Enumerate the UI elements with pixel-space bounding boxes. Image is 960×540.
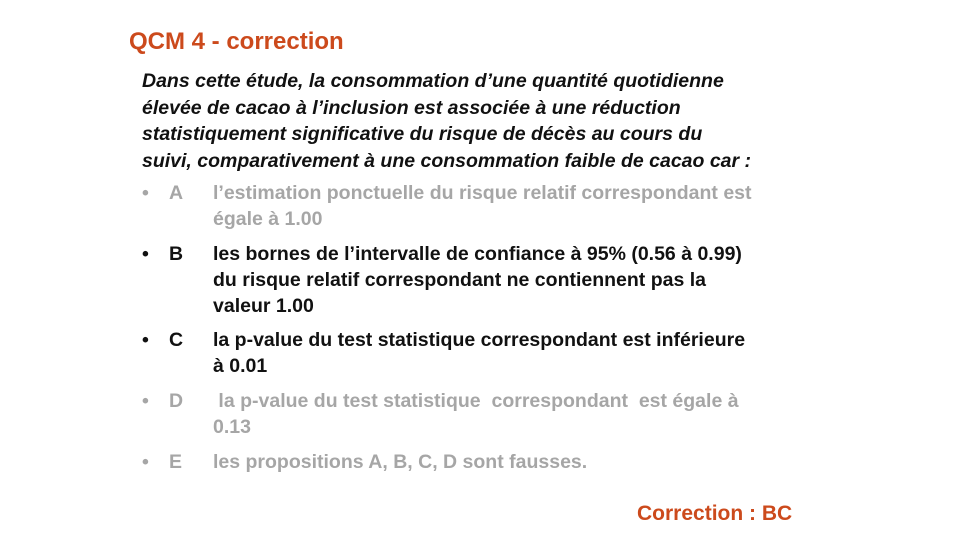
question-line: suivi, comparativement à une consommatio…	[142, 149, 752, 172]
question-line: Dans cette étude, la consommation d’une …	[142, 70, 724, 92]
option-letter: B	[169, 243, 184, 265]
question-line: élevée de cacao à l’inclusion est associ…	[142, 96, 681, 119]
option-c: • C la p-value du test statistique corre…	[142, 327, 842, 379]
bullet-icon: •	[142, 390, 149, 412]
option-line: à 0.01	[213, 355, 268, 377]
option-text: l’estimation ponctuelle du risque relati…	[213, 180, 842, 232]
question-line: statistiquement significative du risque …	[142, 123, 703, 145]
option-d: • D la p-value du test statistique corre…	[142, 388, 842, 440]
option-line: 0.13	[213, 416, 251, 438]
correction-answer: Correction : BC	[637, 502, 793, 525]
option-letter: A	[169, 182, 184, 204]
option-line: les bornes de l’intervalle de confiance …	[213, 243, 742, 265]
option-line: valeur 1.00	[213, 295, 314, 317]
option-text: les bornes de l’intervalle de confiance …	[213, 241, 842, 319]
option-line: la p-value du test statistique correspon…	[213, 329, 746, 351]
option-letter: C	[169, 329, 184, 351]
answer-options: • A l’estimation ponctuelle du risque re…	[142, 180, 842, 475]
option-text: les propositions A, B, C, D sont fausses…	[213, 449, 842, 475]
option-line: égale à 1.00	[213, 208, 323, 230]
option-text: la p-value du test statistique correspon…	[213, 327, 842, 379]
slide-title: QCM 4 - correction	[129, 28, 344, 55]
option-line: l’estimation ponctuelle du risque relati…	[213, 182, 752, 204]
option-letter: D	[169, 390, 184, 412]
option-text: la p-value du test statistique correspon…	[213, 388, 842, 440]
option-letter: E	[169, 451, 183, 473]
option-line: la p-value du test statistique correspon…	[213, 390, 739, 412]
option-a: • A l’estimation ponctuelle du risque re…	[142, 180, 842, 232]
bullet-icon: •	[142, 329, 149, 351]
option-b: • B les bornes de l’intervalle de confia…	[142, 241, 842, 319]
question-text: Dans cette étude, la consommation d’une …	[142, 68, 862, 174]
bullet-icon: •	[142, 451, 149, 473]
option-line: les propositions A, B, C, D sont fausses…	[213, 451, 588, 473]
option-line: du risque relatif correspondant ne conti…	[213, 269, 707, 291]
bullet-icon: •	[142, 182, 149, 204]
option-e: • E les propositions A, B, C, D sont fau…	[142, 449, 842, 475]
bullet-icon: •	[142, 243, 149, 265]
